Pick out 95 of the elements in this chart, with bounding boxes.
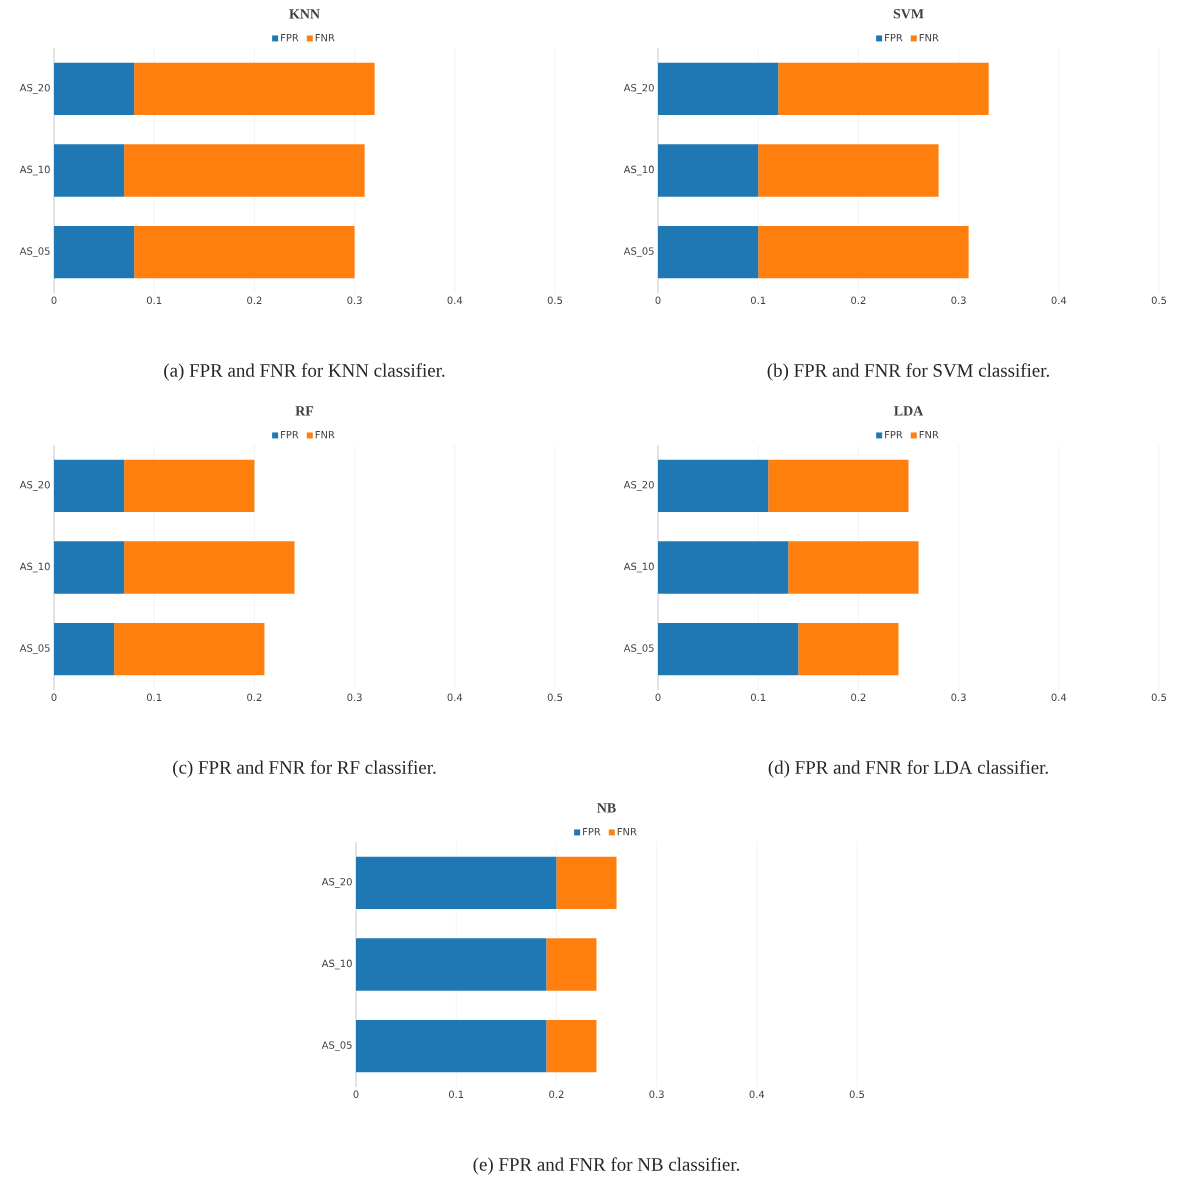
x-tick-label: 0.2 xyxy=(851,296,866,305)
x-tick-label: 0.4 xyxy=(1051,296,1067,305)
x-tick-label: 0.1 xyxy=(750,693,766,702)
legend-label: FPR xyxy=(885,431,903,439)
bar xyxy=(788,541,919,594)
legend-label: FNR xyxy=(919,431,939,439)
y-tick-label: AS_05 xyxy=(321,1041,352,1052)
chart-title: SVM xyxy=(893,9,924,19)
y-tick-label: AS_20 xyxy=(321,877,352,888)
y-tick-label: AS_10 xyxy=(623,165,654,176)
bar xyxy=(658,541,789,594)
legend-label: FPR xyxy=(281,431,299,439)
bar xyxy=(658,226,759,279)
bar xyxy=(124,144,365,197)
bar xyxy=(124,459,255,512)
x-tick-label: 0.2 xyxy=(549,1090,564,1099)
legend-label: FPR xyxy=(583,828,601,836)
text: (e) FPR and FNR for NB classifier. xyxy=(473,1157,740,1175)
chart-title: KNN xyxy=(289,9,320,19)
bar xyxy=(124,541,295,594)
x-tick-label: 0.2 xyxy=(247,693,262,702)
bar xyxy=(54,62,135,115)
x-tick-label: 0.1 xyxy=(750,296,766,305)
x-tick-label: 0.1 xyxy=(146,296,162,305)
bar xyxy=(546,938,597,991)
bar xyxy=(114,623,265,676)
x-tick-label: 0 xyxy=(51,296,57,305)
legend-label: FNR xyxy=(617,828,637,836)
bar xyxy=(134,226,355,279)
text: (b) FPR and FNR for SVM classifier. xyxy=(767,363,1049,381)
bar xyxy=(54,623,115,676)
bar xyxy=(658,623,799,676)
chart-title: NB xyxy=(597,803,616,813)
x-tick-label: 0.3 xyxy=(347,296,362,305)
x-tick-label: 0.5 xyxy=(1151,296,1167,305)
chart-title: RF xyxy=(295,406,314,416)
y-tick-label: AS_10 xyxy=(19,562,50,573)
x-tick-label: 0.3 xyxy=(951,693,966,702)
x-tick-label: 0.3 xyxy=(347,693,362,702)
y-tick-label: AS_10 xyxy=(321,959,352,970)
x-tick-label: 0.4 xyxy=(749,1090,765,1099)
x-tick-label: 0 xyxy=(655,296,661,305)
bar xyxy=(54,541,125,594)
x-tick-label: 0.5 xyxy=(547,693,563,702)
legend-label: FPR xyxy=(281,34,299,42)
bar xyxy=(54,144,125,197)
text: (d) FPR and FNR for LDA classifier. xyxy=(768,760,1048,778)
x-tick-label: 0.5 xyxy=(547,296,563,305)
text: (c) FPR and FNR for RF classifier. xyxy=(173,760,436,778)
legend-label: FPR xyxy=(885,34,903,42)
x-tick-label: 0.4 xyxy=(447,693,463,702)
x-tick-label: 0.1 xyxy=(448,1090,464,1099)
x-tick-label: 0 xyxy=(51,693,57,702)
y-tick-label: AS_10 xyxy=(19,165,50,176)
bar xyxy=(134,62,375,115)
bar xyxy=(798,623,899,676)
x-tick-label: 0.1 xyxy=(146,693,162,702)
x-tick-label: 0.2 xyxy=(247,296,262,305)
bar xyxy=(658,144,759,197)
y-tick-label: AS_20 xyxy=(19,83,50,94)
bar xyxy=(356,856,557,909)
bar xyxy=(658,459,769,512)
y-tick-label: AS_05 xyxy=(19,644,50,655)
bar xyxy=(54,226,135,279)
y-tick-label: AS_20 xyxy=(623,480,654,491)
y-tick-label: AS_20 xyxy=(623,83,654,94)
x-tick-label: 0 xyxy=(655,693,661,702)
bar xyxy=(758,226,969,279)
x-tick-label: 0.4 xyxy=(1051,693,1067,702)
x-tick-label: 0.2 xyxy=(851,693,866,702)
x-tick-label: 0.5 xyxy=(1151,693,1167,702)
y-tick-label: AS_05 xyxy=(623,247,654,258)
bar xyxy=(658,62,779,115)
bar xyxy=(768,459,909,512)
bar xyxy=(546,1020,597,1073)
x-tick-label: 0.3 xyxy=(951,296,966,305)
chart-title: LDA xyxy=(894,406,924,416)
bar xyxy=(778,62,989,115)
bar xyxy=(356,938,547,991)
x-tick-label: 0.5 xyxy=(849,1090,865,1099)
x-tick-label: 0 xyxy=(353,1090,359,1099)
y-tick-label: AS_05 xyxy=(623,644,654,655)
legend-label: FNR xyxy=(919,34,939,42)
x-tick-label: 0.4 xyxy=(447,296,463,305)
bar xyxy=(758,144,939,197)
bar xyxy=(556,856,617,909)
legend-label: FNR xyxy=(315,431,335,439)
text: (a) FPR and FNR for KNN classifier. xyxy=(164,363,445,381)
legend-label: FNR xyxy=(315,34,335,42)
bar xyxy=(356,1020,547,1073)
y-tick-label: AS_10 xyxy=(623,562,654,573)
x-tick-label: 0.3 xyxy=(649,1090,664,1099)
y-tick-label: AS_05 xyxy=(19,247,50,258)
y-tick-label: AS_20 xyxy=(19,480,50,491)
bar xyxy=(54,459,125,512)
